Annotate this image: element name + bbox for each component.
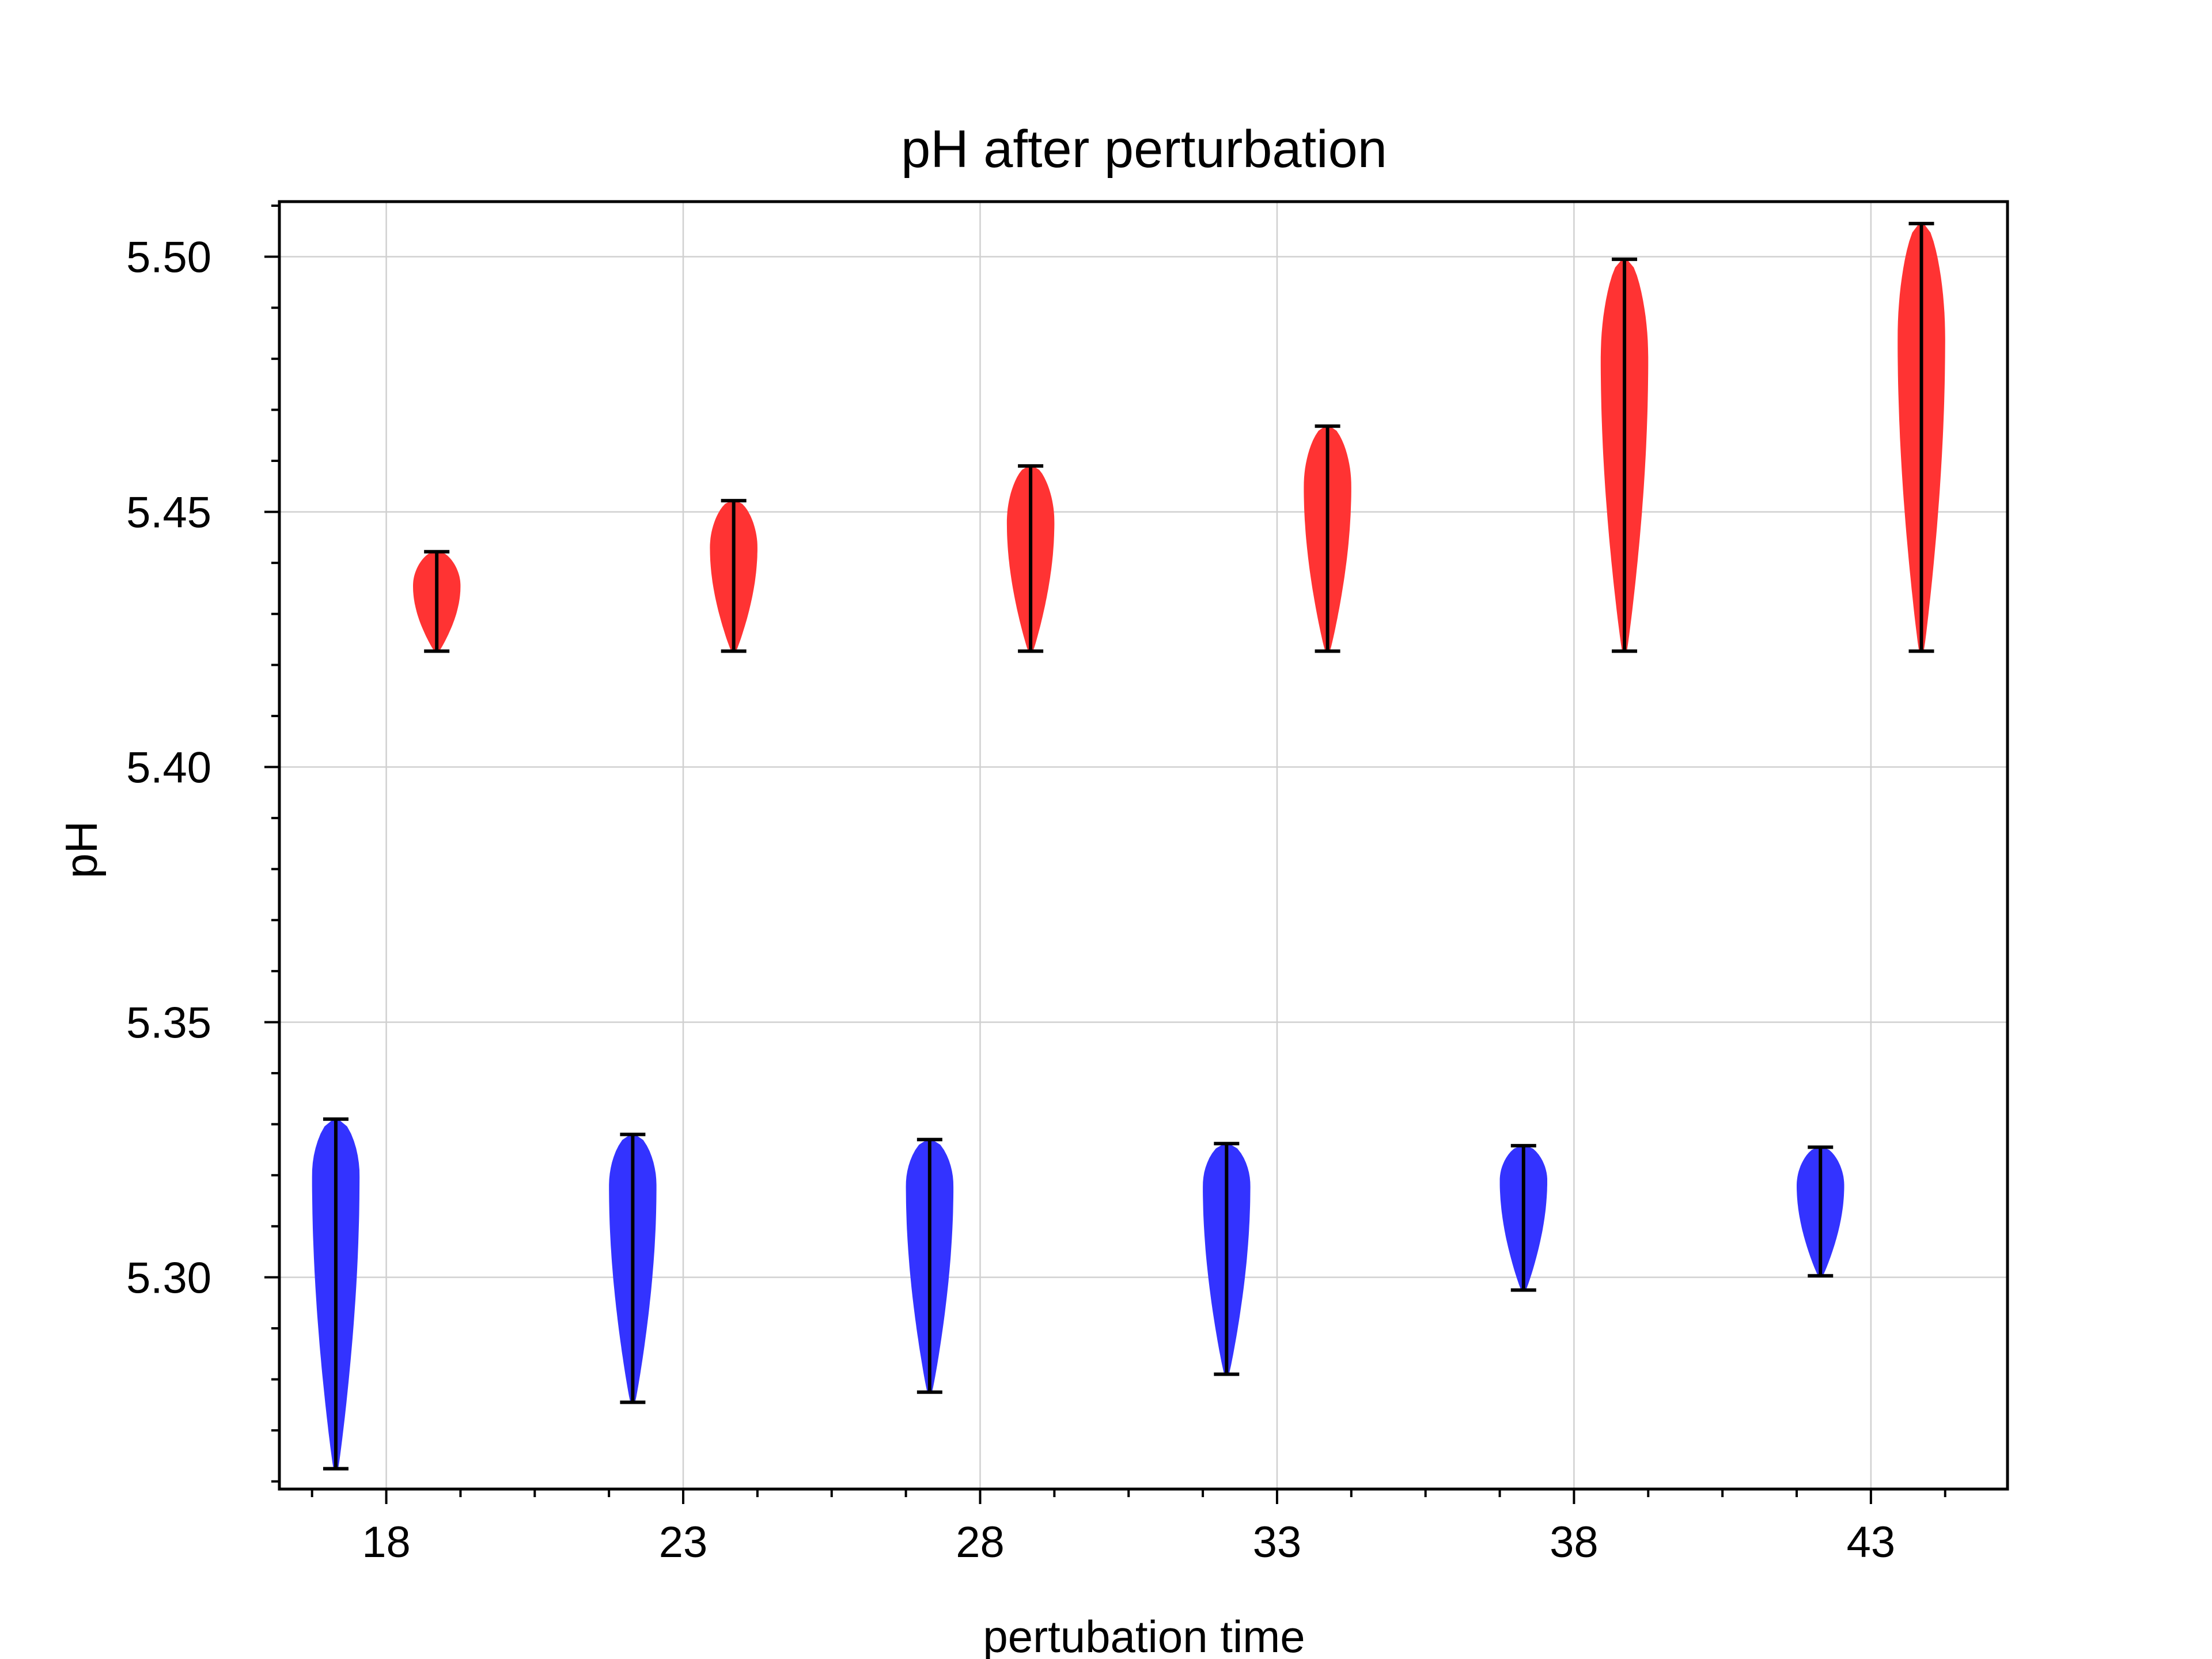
violin — [312, 1117, 360, 1471]
violin — [1897, 222, 1945, 653]
x-tick-label: 23 — [659, 1518, 708, 1567]
violin — [1006, 464, 1055, 653]
x-tick-label: 18 — [362, 1518, 411, 1567]
y-axis-ticks: 5.30 5.35 5.40 5.45 5.50 — [126, 204, 279, 1483]
violin — [1304, 424, 1351, 653]
x-axis-label: pertubation time — [983, 1611, 1305, 1659]
y-tick-label: 5.35 — [126, 998, 211, 1047]
violin — [1797, 1145, 1844, 1278]
violin — [710, 499, 757, 653]
violin — [906, 1138, 954, 1394]
x-tick-label: 33 — [1253, 1518, 1302, 1567]
x-tick-label: 43 — [1847, 1518, 1896, 1567]
violin — [413, 550, 461, 653]
plot-frame — [278, 200, 2009, 1491]
chart-title: pH after perturbation — [901, 120, 1387, 179]
y-tick-label: 5.50 — [126, 233, 211, 282]
violin — [609, 1132, 657, 1404]
y-tick-label: 5.45 — [126, 488, 211, 537]
y-tick-label: 5.40 — [126, 744, 211, 793]
x-tick-label: 38 — [1550, 1518, 1599, 1567]
x-tick-label: 28 — [956, 1518, 1005, 1567]
y-axis-label: pH — [56, 821, 107, 878]
y-tick-label: 5.30 — [126, 1253, 211, 1302]
gridlines — [279, 202, 2008, 1489]
violin — [1600, 257, 1649, 653]
violins — [312, 222, 1945, 1471]
violin — [1203, 1142, 1251, 1376]
x-axis-ticks: 18 23 28 33 38 43 — [310, 1489, 1946, 1567]
violin — [1499, 1143, 1547, 1292]
